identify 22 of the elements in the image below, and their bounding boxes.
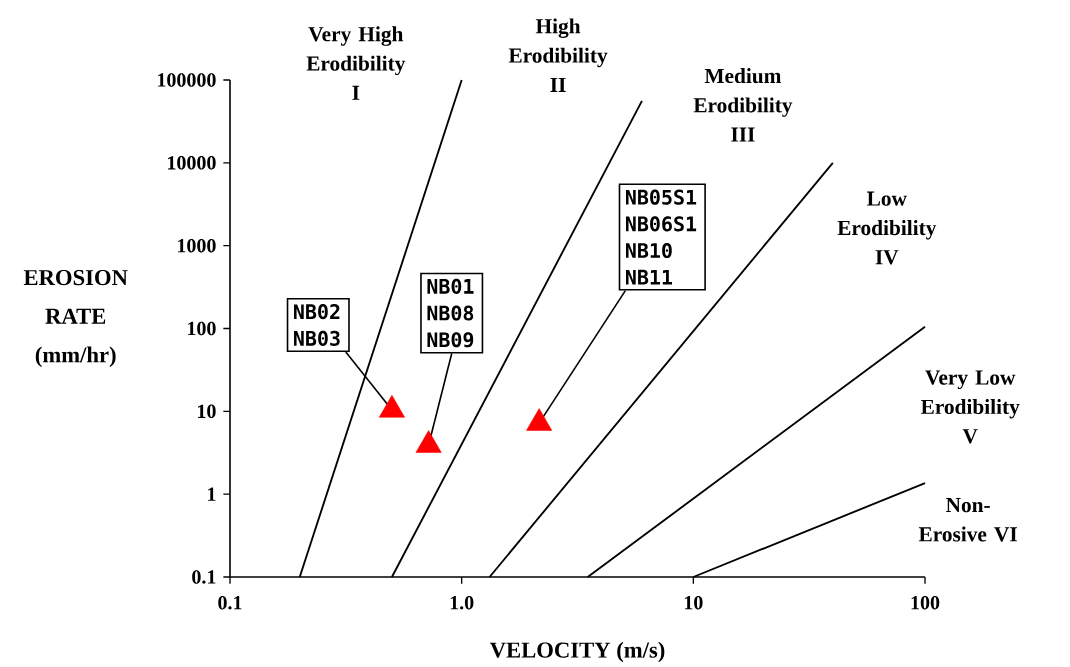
x-tick-label: 100 [911,595,940,610]
annotation: NB02 NB03 [294,304,340,346]
annotation: NB01 NB08 NB09 [427,278,474,348]
annotation: Low Erodibility IV [837,191,937,265]
annotation: NB05S1 NB06S1 NB10 NB11 [626,189,697,285]
x-tick-label: 0.1 [218,595,242,610]
annotation: High Erodibility II [508,18,608,92]
x-tick-label: 1.0 [450,595,474,610]
x-tick-label: 10 [684,595,703,610]
x-axis-title: VELOCITY (m/s) [489,641,665,663]
y-axis-title: EROSION RATE (mm/hr) [23,269,128,368]
y-tick-label: 1000 [178,238,216,253]
y-tick-label: 10000 [168,156,216,170]
annotation: Very Low Erodibility V [920,370,1020,444]
y-tick-label: 100000 [158,73,216,87]
y-tick-label: 10 [198,404,216,419]
y-tick-label: 0.1 [192,570,216,584]
y-tick-label: 1 [208,487,216,501]
annotation: Very High Erodibility I [306,26,406,100]
annotation: Medium Erodibility III [693,68,793,142]
y-tick-label: 100 [188,321,216,336]
annotation: Non-Erosive VI [918,498,1017,542]
